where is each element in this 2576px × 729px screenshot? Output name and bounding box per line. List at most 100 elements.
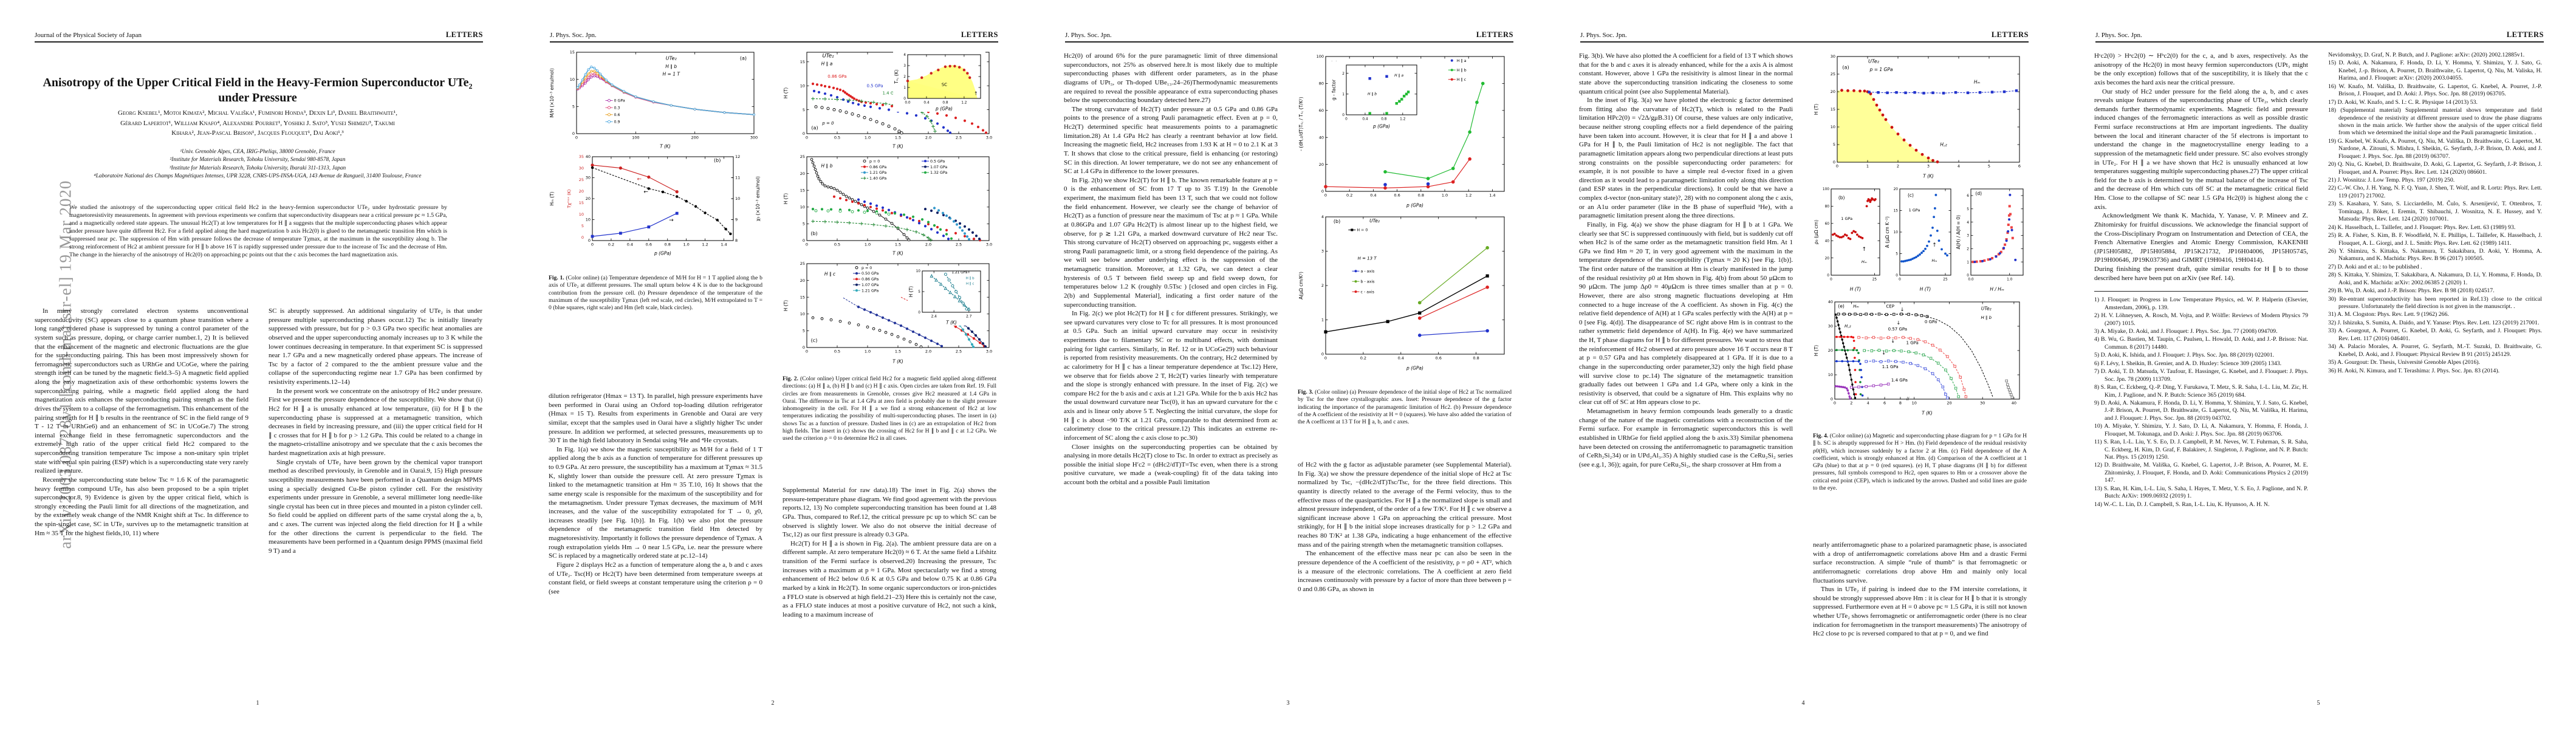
figure-1b-chart: 0 0.2 0.4 0.6 0.8 1.0 1.2 1.4 0 10 20 30 40 8 9 10 11 12 p… <box>549 154 761 256</box>
svg-text:4: 4 <box>1321 214 1324 219</box>
svg-text:p = 0: p = 0 <box>821 121 834 126</box>
svg-text:1.07 GPa: 1.07 GPa <box>862 283 879 287</box>
svg-text:1 GPa: 1 GPa <box>1909 208 1920 213</box>
references-column-2: Nevidomskyy, D. Graf, N. P. Butch, and J… <box>2328 52 2542 375</box>
reference-item: 7) D. Aoki, T. D. Matsuda, V. Taufour, E… <box>2094 368 2308 383</box>
svg-text:T (K): T (K) <box>892 144 903 149</box>
svg-text:1: 1 <box>1967 261 1969 264</box>
svg-text:11: 11 <box>735 176 740 180</box>
paragraph: ³Institute for Materials Research, Tohok… <box>169 165 346 171</box>
svg-text:0: 0 <box>903 97 906 101</box>
svg-text:0: 0 <box>1324 193 1327 198</box>
svg-text:1.21 GPa: 1.21 GPa <box>869 171 886 175</box>
svg-text:H ∥ a: H ∥ a <box>1457 59 1467 63</box>
svg-text:- (dH꜀₂/dT)Tₛ꜀ / Tₛ꜀ (T/K²): - (dH꜀₂/dT)Tₛ꜀ / Tₛ꜀ (T/K²) <box>1298 97 1304 151</box>
section-label: LETTERS <box>1991 30 2029 39</box>
svg-text:H ∥ c: H ∥ c <box>824 271 836 276</box>
reference-item: 10) A. Miyake, Y. Shimizu, Y. J. Sato, D… <box>2094 423 2308 437</box>
svg-text:8: 8 <box>1899 401 1902 406</box>
svg-text:10: 10 <box>916 270 921 273</box>
svg-text:1.4: 1.4 <box>721 242 727 247</box>
svg-text:Tχᵐᵃˣ (K): Tχᵐᵃˣ (K) <box>567 189 572 208</box>
svg-text:2: 2 <box>1850 401 1852 406</box>
svg-text:2: 2 <box>1897 164 1899 169</box>
svg-text:0: 0 <box>1827 274 1829 278</box>
svg-text:1.1 GPa: 1.1 GPa <box>1882 364 1899 369</box>
svg-text:0: 0 <box>1831 397 1833 402</box>
svg-text:1.5: 1.5 <box>895 349 901 354</box>
svg-text:10: 10 <box>579 212 584 217</box>
paragraph: In Fig. 1(a) we show the magnetic suscep… <box>549 445 762 560</box>
svg-text:3.0: 3.0 <box>986 349 992 354</box>
figure-4b-chart: 0 25 0 20 40 60 80 100 H (T) ρ₀ (μΩ cm) (b) 1 GPa ↑ H… <box>1814 188 1880 292</box>
svg-text:(c): (c) <box>1908 193 1914 198</box>
svg-text:UTe₂: UTe₂ <box>1981 306 1992 312</box>
svg-text:3: 3 <box>1321 249 1324 254</box>
paragraph: Our study of Hc2 under pressure for the … <box>2094 87 2308 211</box>
svg-text:0.8: 0.8 <box>1418 193 1424 198</box>
figure-4-caption: Fig. 4. (Color online) (a) Magnetic and … <box>1813 433 2027 491</box>
svg-text:30: 30 <box>1828 324 1833 329</box>
svg-text:0.6: 0.6 <box>1436 356 1442 361</box>
svg-text:p (GPa): p (GPa) <box>1406 203 1423 208</box>
svg-text:0.3: 0.3 <box>614 106 620 110</box>
paragraph: of Hc2 with the g factor as adjustable p… <box>1298 461 1512 549</box>
svg-text:10: 10 <box>570 77 575 82</box>
svg-text:20: 20 <box>1825 257 1830 261</box>
svg-text:0.86 GPa: 0.86 GPa <box>862 278 879 282</box>
svg-text:H ∥ a: H ∥ a <box>821 61 833 66</box>
svg-text:c - axis: c - axis <box>1361 290 1374 294</box>
reference-item: 11) S. Ran, I.-L. Liu, Y. S. Eo, D. J. C… <box>2094 439 2308 460</box>
svg-text:2.5: 2.5 <box>956 242 962 247</box>
svg-text:25: 25 <box>1872 278 1877 282</box>
paragraph: Recently the superconducting state below… <box>35 476 248 537</box>
section-label: LETTERS <box>961 30 998 39</box>
svg-text:↑: ↑ <box>1932 242 1937 248</box>
paragraph: During finishing the present draft, quit… <box>2094 265 2308 282</box>
reference-item: 3) A. Miyake, D. Aoki, and J. Flouquet: … <box>2094 328 2278 335</box>
svg-text:2.0: 2.0 <box>925 349 931 354</box>
reference-item: 5) D. Aoki, K. Ishida, and J. Flouquet: … <box>2094 352 2275 359</box>
reference-item: 34) A. Palacio Morales, A. Pourret, G. S… <box>2328 343 2542 358</box>
svg-text:1.2: 1.2 <box>961 101 967 105</box>
reference-item: 20) Q. Niu, G. Knebel, D. Braithwaite, D… <box>2328 161 2542 176</box>
figure-3b-chart: 0 0.2 0.4 0.6 0.8 0 1 2 3 4 p (GPa) A(μΩ cm/K²) H = … <box>1298 214 1505 371</box>
reference-item: 12) D. Braithwaite, M. Vališka, G. Knebe… <box>2094 462 2308 484</box>
svg-text:1 GPa: 1 GPa <box>1841 216 1852 221</box>
svg-text:0: 0 <box>803 131 805 136</box>
svg-text:0: 0 <box>581 235 584 240</box>
figure-2: 0 0.5 1.0 1.5 2.0 2.5 3.0 0 5 10 15 T (K) H (T) UTe₂ H… <box>783 47 996 364</box>
svg-text:1.21 GPa: 1.21 GPa <box>951 271 967 275</box>
svg-text:H ∥ b: H ∥ b <box>821 163 833 169</box>
paragraph: In the present work we concentrate on th… <box>269 387 482 457</box>
svg-text:20: 20 <box>1831 89 1835 94</box>
svg-text:(c): (c) <box>811 338 818 343</box>
svg-text:M/H (×10⁻³ emu/mol): M/H (×10⁻³ emu/mol) <box>549 68 555 117</box>
svg-text:4: 4 <box>1967 221 1969 225</box>
svg-text:↓: ↓ <box>1882 350 1886 355</box>
page-number: 1 <box>256 700 259 707</box>
paragraph: Hc2(0) of around 6% for the pure paramag… <box>1064 52 1278 104</box>
svg-text:H = 13 T: H = 13 T <box>1358 256 1377 261</box>
reference-item: 1) J. Flouquet: in Progress in Low Tempe… <box>2094 296 2308 311</box>
svg-text:1.0: 1.0 <box>865 349 871 354</box>
reference-item: 8) S. Ran, C. Eckberg, Q.-P. Ding, Y. Fu… <box>2094 384 2308 399</box>
page3-left-column: Hc2(0) of around 6% for the pure paramag… <box>1064 52 1278 487</box>
svg-text:∕∕: ∕∕ <box>1906 397 1910 402</box>
svg-text:35: 35 <box>579 154 584 159</box>
svg-text:Hₘ: Hₘ <box>1932 258 1937 263</box>
svg-text:2: 2 <box>903 75 906 79</box>
section-label: LETTERS <box>445 30 483 39</box>
svg-text:H ∥ b: H ∥ b <box>1981 315 1992 320</box>
svg-text:80: 80 <box>1825 205 1830 209</box>
reference-item: 26) Y. Shimizu, S. Kittaka, S. Nakamura,… <box>2328 247 2542 262</box>
reference-item: 6) F. Lévy, I. Sheikin, B. Grenier, and … <box>2094 360 2282 367</box>
paragraph: Gérard Lapertot¹, William Knafo⁴, Alexan… <box>120 119 395 127</box>
svg-text:6: 6 <box>1967 194 1969 198</box>
svg-text:30: 30 <box>1831 54 1835 59</box>
svg-text:0.8: 0.8 <box>665 242 671 247</box>
svg-text:Tₛ꜀ (K): Tₛ꜀ (K) <box>894 69 899 84</box>
svg-text:0.2: 0.2 <box>1360 356 1366 361</box>
svg-text:0.57 GPa: 0.57 GPa <box>1888 327 1907 332</box>
svg-text:0: 0 <box>806 242 808 247</box>
